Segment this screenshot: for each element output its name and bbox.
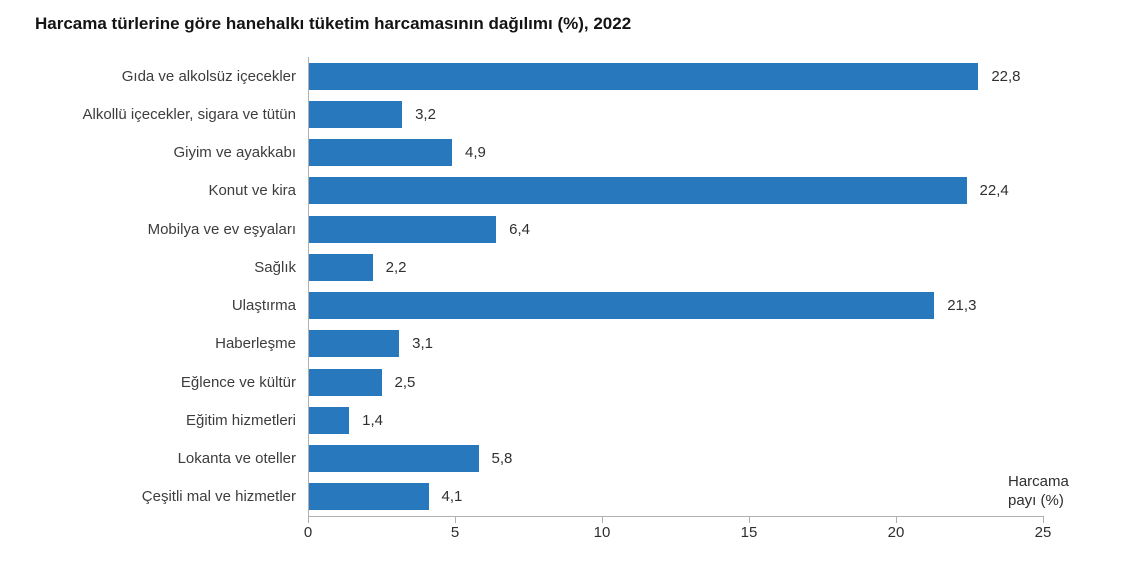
bar xyxy=(308,483,429,511)
bar-track: 6,4 xyxy=(308,215,1043,243)
x-tick-label: 20 xyxy=(887,524,905,541)
x-tick-label: 10 xyxy=(593,524,611,541)
category-label: Eğlence ve kültür xyxy=(180,373,296,391)
bar xyxy=(308,292,935,320)
x-tick-label: 15 xyxy=(740,524,758,541)
x-tick-label: 25 xyxy=(1034,524,1052,541)
bar-row: Lokanta ve oteller 5,8 xyxy=(0,440,1043,478)
bar-row: Eğlence ve kültür 2,5 xyxy=(0,363,1043,401)
x-axis-label-line1: Harcama xyxy=(1008,473,1069,490)
bar-row: Alkollü içecekler, sigara ve tütün 3,2 xyxy=(0,95,1043,133)
bar-track: 1,4 xyxy=(308,406,1043,434)
x-axis-label-line2: payı (%) xyxy=(1008,492,1064,509)
bar-track: 5,8 xyxy=(308,445,1043,473)
category-label: Ulaştırma xyxy=(231,297,296,315)
x-tick-mark xyxy=(455,517,456,523)
bar-track: 22,8 xyxy=(308,62,1043,90)
bar xyxy=(308,62,979,90)
bars-container: Gıda ve alkolsüz içecekler 22,8 Alkollü iç… xyxy=(0,57,1043,516)
chart-title: Harcama türlerine göre hanehalkı tüketim… xyxy=(35,14,632,33)
bar-row: Ulaştırma 21,3 xyxy=(0,287,1043,325)
bar-track: 4,9 xyxy=(308,139,1043,167)
category-label: Haberleşme xyxy=(215,335,296,353)
bar xyxy=(308,139,453,167)
bar xyxy=(308,330,400,358)
x-tick-mark xyxy=(896,517,897,523)
bar-track: 3,1 xyxy=(308,330,1043,358)
value-label: 22,4 xyxy=(979,182,1009,200)
value-label: 3,1 xyxy=(412,335,433,353)
x-tick-mark xyxy=(308,517,309,523)
bar xyxy=(308,177,967,205)
value-label: 5,8 xyxy=(491,450,513,468)
x-tick-mark xyxy=(602,517,603,523)
x-tick-label: 0 xyxy=(303,524,313,541)
bar xyxy=(308,215,497,243)
bar-track: 2,2 xyxy=(308,253,1043,281)
value-label: 2,5 xyxy=(394,373,416,391)
bar-row: Giyim ve ayakkabı 4,9 xyxy=(0,134,1043,172)
bar-track: 3,2 xyxy=(308,100,1043,128)
x-tick-mark xyxy=(749,517,750,523)
value-label: 22,8 xyxy=(991,67,1021,85)
category-label: Lokanta ve oteller xyxy=(177,450,296,468)
bar-track: 4,1 xyxy=(308,483,1043,511)
category-label: Alkollü içecekler, sigara ve tütün xyxy=(82,105,296,123)
bar-row: Sağlık 2,2 xyxy=(0,248,1043,286)
value-label: 4,1 xyxy=(441,488,463,506)
bar-row: Çeşitli mal ve hizmetler 4,1 xyxy=(0,478,1043,516)
bar-track: 22,4 xyxy=(308,177,1043,205)
value-label: 21,3 xyxy=(947,297,977,315)
bar xyxy=(308,100,403,128)
bar-track: 21,3 xyxy=(308,292,1043,320)
value-label: 6,4 xyxy=(509,220,531,238)
bar-row: Haberleşme 3,1 xyxy=(0,325,1043,363)
value-label: 1,4 xyxy=(362,411,384,429)
bar xyxy=(308,253,373,281)
category-label: Sağlık xyxy=(254,258,296,276)
bar xyxy=(308,406,350,434)
bar xyxy=(308,368,382,396)
x-tick-label: 5 xyxy=(450,524,460,541)
bar-row: Gıda ve alkolsüz içecekler 22,8 xyxy=(0,57,1043,95)
bar xyxy=(308,445,479,473)
category-label: Eğitim hizmetleri xyxy=(185,411,296,429)
x-tick-mark xyxy=(1043,517,1044,523)
bar-row: Eğitim hizmetleri 1,4 xyxy=(0,401,1043,439)
bar-track: 2,5 xyxy=(308,368,1043,396)
bar-row: Mobilya ve ev eşyaları 6,4 xyxy=(0,210,1043,248)
x-axis-line xyxy=(308,516,1044,517)
x-axis-label: Harcama payı (%) xyxy=(1008,472,1069,510)
category-label: Giyim ve ayakkabı xyxy=(173,144,296,162)
y-axis-line xyxy=(308,57,309,517)
category-label: Gıda ve alkolsüz içecekler xyxy=(121,67,296,85)
value-label: 3,2 xyxy=(415,105,436,123)
category-label: Mobilya ve ev eşyaları xyxy=(147,220,296,238)
category-label: Konut ve kira xyxy=(208,182,296,200)
bar-row: Konut ve kira 22,4 xyxy=(0,172,1043,210)
category-label: Çeşitli mal ve hizmetler xyxy=(141,488,296,506)
value-label: 4,9 xyxy=(465,144,486,162)
value-label: 2,2 xyxy=(385,258,407,276)
